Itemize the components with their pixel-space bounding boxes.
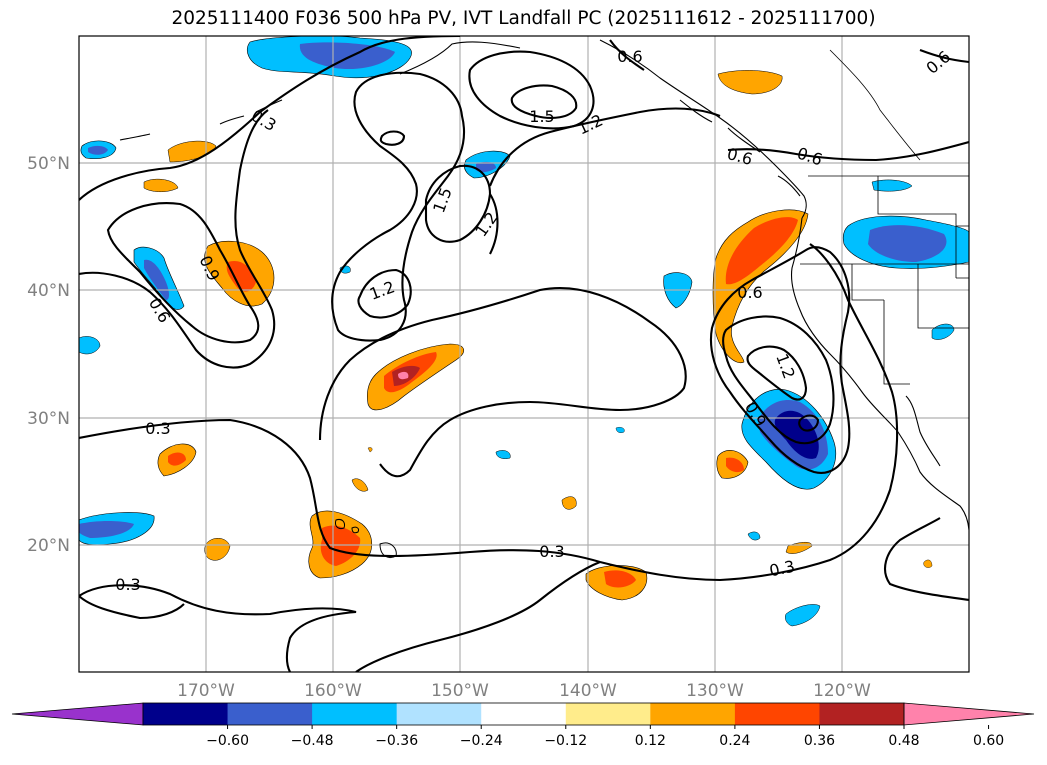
pos-blob-central xyxy=(366,343,464,411)
pos-blob-1 xyxy=(167,140,217,163)
pv-contours xyxy=(79,36,969,672)
lon-label: 150°W xyxy=(431,681,489,701)
lat-label: 40°N xyxy=(27,281,70,301)
contour-label: 0.3 xyxy=(115,575,140,594)
contour-label: 1.2 xyxy=(367,277,397,304)
neg-blob-great-basin xyxy=(842,215,969,269)
figure-title: 2025111400 F036 500 hPa PV, IVT Landfall… xyxy=(171,8,876,29)
contour-label: 1.2 xyxy=(575,110,606,138)
lon-label: 160°W xyxy=(304,681,362,701)
colorbar-tick-label: −0.48 xyxy=(291,733,334,749)
colorbar-segment xyxy=(312,703,398,725)
latitude-labels: 50°N 40°N 30°N 20°N xyxy=(27,154,70,556)
lon-label: 170°W xyxy=(177,681,235,701)
colorbar-segment xyxy=(565,703,651,725)
contour-label: 0.3 xyxy=(145,419,170,438)
colorbar-segment xyxy=(650,703,736,725)
colorbar-segment xyxy=(227,703,313,725)
colorbar-tick-label: 0.12 xyxy=(635,733,666,749)
contour-label: 0.6 xyxy=(795,144,825,170)
contour-label: 1.5 xyxy=(429,185,456,215)
contour-label: 0.6 xyxy=(617,47,642,66)
graticule xyxy=(79,36,969,672)
colorbar-tick-label: −0.24 xyxy=(460,733,503,749)
colorbar xyxy=(11,702,1035,726)
contour-label: 1.5 xyxy=(529,107,554,126)
longitude-labels: 170°W 160°W 150°W 140°W 130°W 120°W xyxy=(177,681,871,701)
contour-label: 1.2 xyxy=(772,351,799,381)
colorbar-tick-label: −0.60 xyxy=(206,733,249,749)
lon-label: 120°W xyxy=(813,681,871,701)
colorbar-tick-label: 0.24 xyxy=(719,733,750,749)
colorbar-tick-label: −0.12 xyxy=(544,733,587,749)
lon-label: 140°W xyxy=(559,681,617,701)
colorbar-extend-min xyxy=(11,702,144,726)
colorbar-extend-max xyxy=(903,702,1035,726)
lat-label: 30°N xyxy=(27,409,70,429)
colorbar-tick-label: 0.48 xyxy=(888,733,919,749)
colorbar-segment xyxy=(819,703,905,725)
colorbar-tick-label: −0.36 xyxy=(375,733,418,749)
map-frame xyxy=(78,35,970,673)
colorbar-segment xyxy=(481,703,567,725)
contour-label: 0.6 xyxy=(725,144,755,169)
lat-label: 20°N xyxy=(27,536,70,556)
lon-label: 130°W xyxy=(686,681,744,701)
contour-label: 0.6 xyxy=(737,283,762,302)
colorbar-tick-label: 0.60 xyxy=(973,733,1004,749)
colorbar-segment xyxy=(396,703,482,725)
colorbar-ticks: −0.60 −0.48 −0.36 −0.24 −0.12 0.12 0.24 0.36 0.4… xyxy=(206,725,1004,749)
colorbar-segment xyxy=(143,703,229,725)
lat-label: 50°N xyxy=(27,154,70,174)
contour-label: 0.3 xyxy=(768,557,797,581)
colorbar-segment xyxy=(734,703,820,725)
colorbar-tick-label: 0.36 xyxy=(804,733,835,749)
contour-label: 0.3 xyxy=(539,542,564,561)
